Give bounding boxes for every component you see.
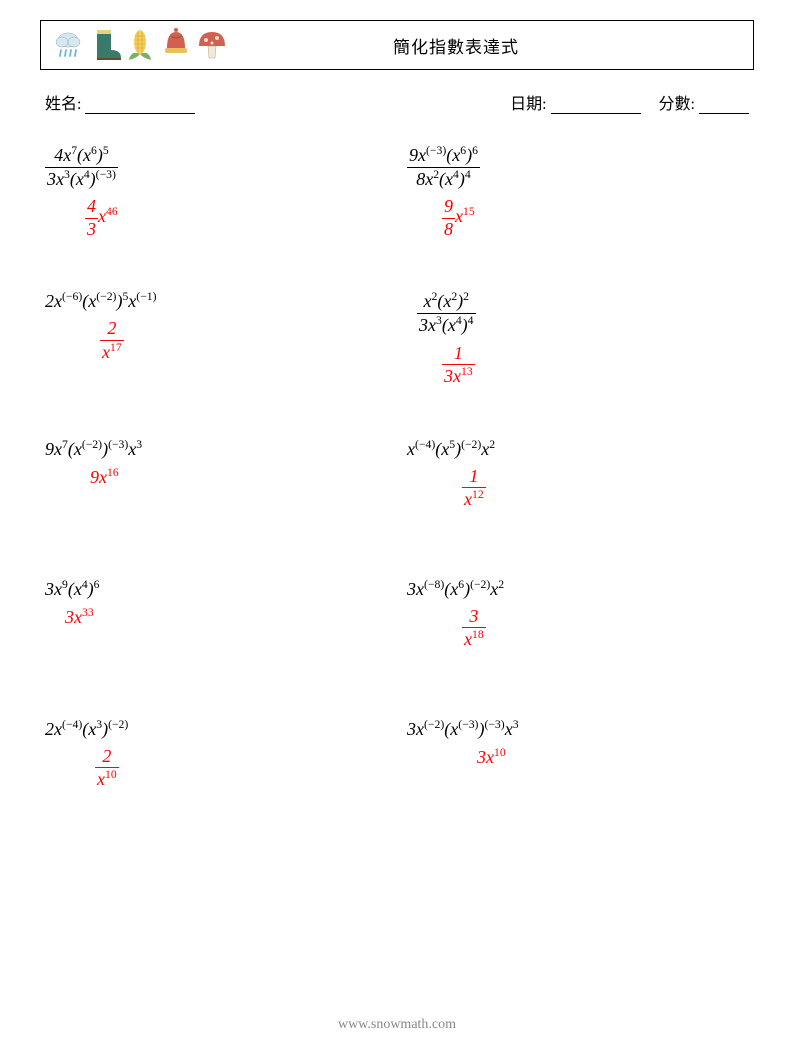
problems-grid: 4x7(x6)53x3(x4)(−3) 43x46 9x(−3)(x6)68x2(x…: [40, 144, 754, 808]
problem-9-expression: 2x(−4)(x3)(−2): [45, 718, 387, 740]
mushroom-icon: [195, 28, 229, 62]
name-label: 姓名:: [45, 96, 81, 113]
problem-6: x(−4)(x5)(−2)x2 1x12: [407, 438, 749, 528]
problem-10-expression: 3x(−2)(x(−3))(−3)x3: [407, 718, 749, 740]
problem-1-expression: 4x7(x6)53x3(x4)(−3): [45, 144, 387, 190]
problem-7-answer: 3x33: [45, 606, 387, 628]
problem-3: 2x(−6)(x(−2))5x(−1) 2x17: [45, 290, 387, 387]
score-blank: [699, 98, 749, 114]
problem-2: 9x(−3)(x6)68x2(x4)4 98x15: [407, 144, 749, 240]
problem-4: x2(x2)23x3(x4)4 13x13: [407, 290, 749, 387]
problem-8-answer: 3x18: [407, 606, 749, 651]
score-label: 分數:: [659, 96, 695, 113]
date-blank: [551, 98, 641, 114]
problem-2-answer: 98x15: [407, 196, 749, 240]
problem-4-expression: x2(x2)23x3(x4)4: [407, 290, 749, 336]
problem-4-answer: 13x13: [407, 343, 749, 388]
problem-1: 4x7(x6)53x3(x4)(−3) 43x46: [45, 144, 387, 240]
problem-7-expression: 3x9(x4)6: [45, 578, 387, 600]
problem-9-answer: 2x10: [45, 746, 387, 791]
boot-icon: [87, 28, 121, 62]
problem-7: 3x9(x4)6 3x33: [45, 578, 387, 668]
problem-8: 3x(−8)(x6)(−2)x2 3x18: [407, 578, 749, 668]
info-row: 姓名: 日期: 分數:: [40, 90, 754, 114]
problem-2-expression: 9x(−3)(x6)68x2(x4)4: [407, 144, 749, 190]
header-icons: [51, 28, 229, 62]
problem-6-expression: x(−4)(x5)(−2)x2: [407, 438, 749, 460]
problem-3-expression: 2x(−6)(x(−2))5x(−1): [45, 290, 387, 312]
problem-5: 9x7(x(−2))(−3)x3 9x16: [45, 438, 387, 528]
corn-icon: [123, 28, 157, 62]
problem-3-answer: 2x17: [45, 318, 387, 363]
date-label: 日期:: [510, 96, 546, 113]
header-box: 簡化指數表達式: [40, 20, 754, 70]
footer-text: www.snowmath.com: [0, 1017, 794, 1033]
problem-5-answer: 9x16: [45, 466, 387, 488]
problem-5-expression: 9x7(x(−2))(−3)x3: [45, 438, 387, 460]
problem-9: 2x(−4)(x3)(−2) 2x10: [45, 718, 387, 808]
problem-1-answer: 43x46: [45, 196, 387, 240]
hat-icon: [159, 28, 193, 62]
name-blank: [85, 98, 195, 114]
problem-6-answer: 1x12: [407, 466, 749, 511]
problem-10: 3x(−2)(x(−3))(−3)x3 3x10: [407, 718, 749, 808]
rain-cloud-icon: [51, 28, 85, 62]
problem-10-answer: 3x10: [407, 746, 749, 768]
worksheet-title: 簡化指數表達式: [229, 33, 743, 58]
problem-8-expression: 3x(−8)(x6)(−2)x2: [407, 578, 749, 600]
